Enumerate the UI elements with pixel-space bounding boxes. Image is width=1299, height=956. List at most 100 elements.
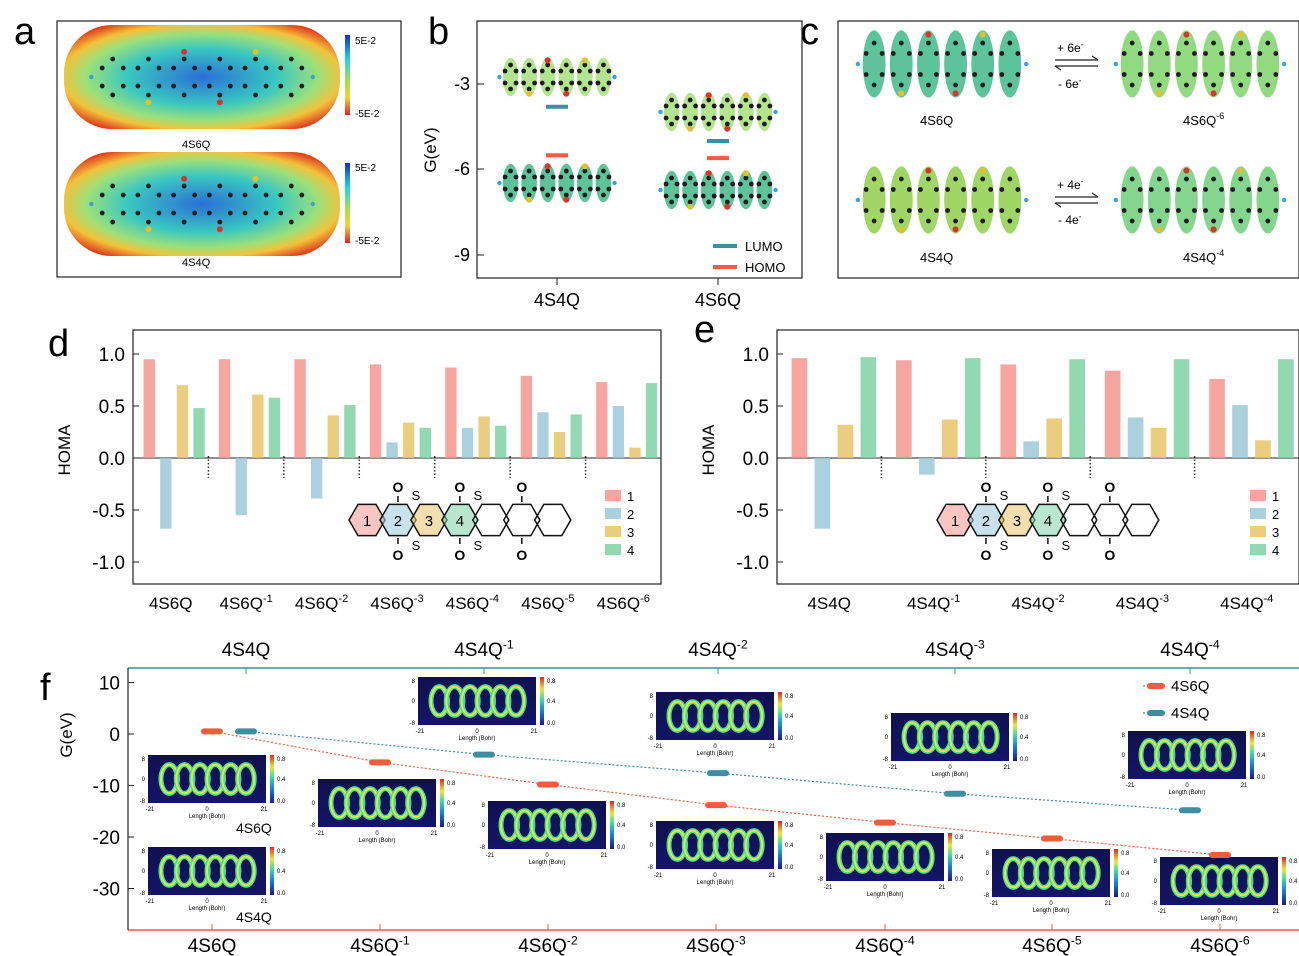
- atom: [558, 68, 564, 74]
- structure-ring-3: [441, 503, 479, 537]
- elf-ring-core: [236, 855, 256, 887]
- panel-e-homa-4s4q: HOMA 1.00.50.0-0.5-1.0 4S4Q 4S4Q-1 4S4Q-2 4…: [699, 329, 1299, 613]
- atom: [227, 192, 233, 198]
- panel-letters: a b c d e f: [14, 11, 819, 709]
- atom: [288, 219, 294, 225]
- atom: [1203, 208, 1208, 213]
- atom-s: [252, 48, 259, 55]
- elf-cbar-max: 0.8: [785, 694, 794, 700]
- bar-ring3-2: [1046, 418, 1063, 458]
- atom: [748, 181, 754, 187]
- redox-molecule-4s6q: [855, 30, 1029, 98]
- elf-ytick-max: 8: [820, 835, 824, 841]
- atom: [687, 97, 693, 103]
- esp-surface-0: [64, 25, 340, 129]
- atom: [606, 174, 612, 180]
- atom: [526, 192, 532, 198]
- elf-cbar-min: 0.0: [785, 736, 794, 742]
- atom: [926, 82, 931, 88]
- atom: [988, 72, 994, 77]
- bar-ring4-0: [193, 408, 205, 458]
- atom: [1137, 187, 1143, 192]
- orbital-lobe: [700, 92, 717, 132]
- xtick-label-1-base: 4S6Q: [219, 594, 262, 613]
- panel-f-energy-elf: G(eV) 100-10-20-30 4S4Q 4S4Q-1 4S4Q-2 4S4Q-…: [57, 637, 1299, 956]
- atom: [1148, 208, 1154, 213]
- atom: [906, 72, 912, 77]
- atom: [563, 62, 569, 68]
- structure-ring-label-0: 1: [363, 513, 371, 530]
- atom: [700, 181, 706, 187]
- xtick-label-0: 4S4Q: [807, 594, 850, 613]
- atom: [508, 192, 513, 198]
- atom: [217, 219, 223, 225]
- atom: [669, 199, 674, 205]
- f-bottom-label-6-sup: -6: [1239, 933, 1250, 947]
- atom: [1257, 208, 1263, 213]
- bar-ring4-3: [419, 427, 431, 458]
- atom: [582, 168, 588, 174]
- elf-xtick-mid: 0: [1049, 901, 1053, 907]
- elf-ytick-min: -8: [310, 823, 316, 829]
- atom: [1257, 72, 1263, 77]
- xtick-label-2-sup: -2: [338, 593, 348, 605]
- atom-o: [181, 48, 188, 55]
- atom: [539, 68, 545, 74]
- orbital-lobe: [1120, 166, 1144, 234]
- f-bottom-label-6-base: 4S6Q: [1190, 936, 1239, 956]
- atom: [1176, 208, 1181, 213]
- elf-xtick-mid: 0: [1217, 909, 1221, 915]
- xtick-label-4: 4S4Q-4: [1220, 593, 1273, 613]
- elf-ytick-min: -8: [984, 893, 990, 899]
- elf-xtick-max: 21: [261, 807, 268, 813]
- atom: [563, 168, 569, 174]
- atom: [526, 62, 532, 68]
- atom: [263, 83, 269, 89]
- structure-oxygen-3: O: [454, 547, 465, 563]
- atom: [988, 187, 994, 192]
- structure-sulfur-3: S: [1062, 538, 1071, 553]
- elf-cbar-mid: 0.4: [277, 777, 286, 783]
- atom-h: [89, 74, 94, 80]
- atom: [961, 51, 966, 56]
- atom: [730, 103, 736, 109]
- bar-ring3-2: [327, 415, 339, 458]
- xtick-label-2-sup: -2: [1055, 593, 1065, 605]
- atom: [693, 193, 699, 199]
- elf-map-3: 0.8 0.4 0.0 8 0 -8-21 0 21 Length (Bohr): [480, 801, 626, 866]
- ytick-label-4: -1.0: [736, 553, 769, 574]
- atom: [242, 192, 248, 198]
- atom: [288, 56, 294, 62]
- panel-letter-c: c: [800, 11, 819, 53]
- atom: [299, 210, 305, 216]
- energy-mark-4s6q-6: [1209, 852, 1231, 859]
- atom: [1015, 208, 1021, 213]
- atom-o: [563, 90, 570, 97]
- elf-ytick-mid: 0: [312, 801, 316, 807]
- orbital-lobe: [663, 92, 680, 132]
- xtick-label-2: 4S6Q-2: [295, 593, 348, 613]
- atom: [687, 199, 693, 205]
- atom: [1238, 218, 1244, 224]
- elf-xtick-max: 21: [1105, 901, 1112, 907]
- redox-neutral-bottom: 4S4Q: [920, 250, 953, 265]
- elf-xlabel: Length (Bohr): [189, 814, 226, 820]
- xtick-label-4-base: 4S4Q: [1220, 594, 1263, 613]
- ytick-label-0: 1.0: [99, 345, 125, 366]
- bar-ring4-0: [860, 357, 877, 458]
- redox-backward-top: - 6e-: [1058, 76, 1082, 91]
- energy-mark-4s4q-4: [1179, 807, 1201, 814]
- orbital-lobe: [682, 170, 698, 210]
- xtick-label-0-base: 4S4Q: [807, 594, 850, 613]
- atom: [762, 97, 767, 103]
- atom: [674, 103, 680, 109]
- atom: [700, 115, 706, 121]
- esp-scale-bar-bottom: [345, 163, 350, 243]
- atom-o: [952, 226, 959, 233]
- elf-cbar-max: 0.8: [277, 849, 286, 855]
- structure-ring-6: [1121, 503, 1160, 537]
- redox-arrows-top: [1054, 55, 1099, 71]
- elf-xlabel: Length (Bohr): [867, 892, 904, 898]
- atom: [879, 72, 885, 77]
